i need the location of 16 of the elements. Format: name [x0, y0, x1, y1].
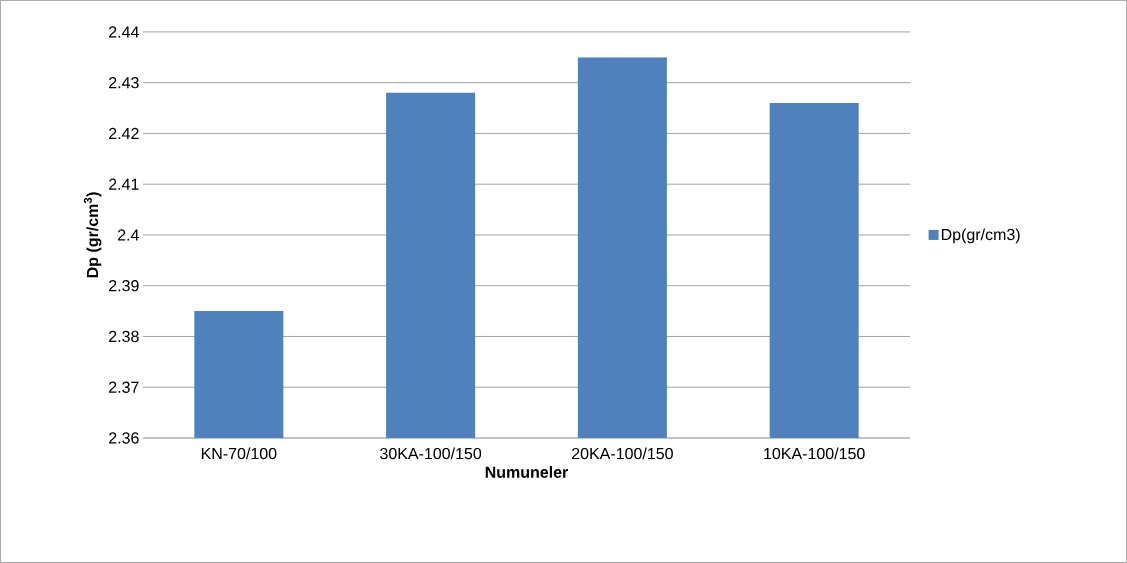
y-tick-label: 2.41	[109, 178, 139, 190]
y-tick-label: 2.39	[109, 280, 139, 292]
y-tick-label: 2.42	[109, 127, 139, 140]
legend-label: Dp(gr/cm3)	[941, 228, 1020, 244]
x-tick-label: 10KA-100/150	[764, 447, 865, 460]
x-tick-label: 30KA-100/150	[380, 447, 482, 460]
y-tick-label: 2.36	[109, 432, 139, 444]
text: Dp (gr/cm$^{3}$)	[83, 192, 102, 278]
x-tick-label: 20KA-100/150	[572, 447, 673, 460]
y-tick-label: 2.4	[117, 229, 139, 241]
x-tick-label: KN-70/100	[201, 447, 277, 460]
y-tick-label: 2.44	[109, 26, 139, 38]
y-tick-label: 2.37	[109, 381, 139, 393]
x-axis-title: Numuneler	[485, 466, 569, 478]
y-tick-label: 2.38	[109, 330, 139, 343]
y-tick-label: 2.43	[109, 77, 139, 89]
